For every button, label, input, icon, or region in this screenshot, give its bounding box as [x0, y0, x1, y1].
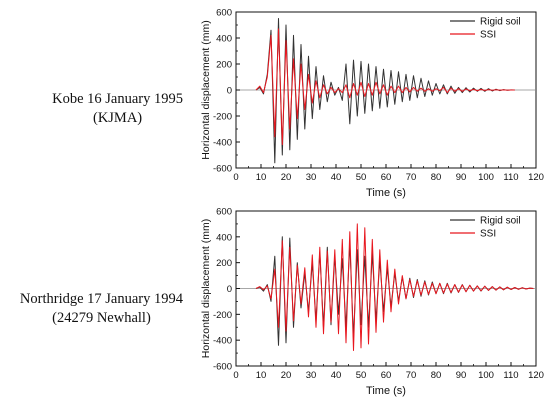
x-tick-label: 90	[456, 370, 467, 381]
y-tick-label: 200	[216, 258, 232, 269]
y-tick-label: -400	[213, 336, 232, 347]
y-tick-label: 400	[216, 232, 232, 243]
y-axis-title: Horizontal displacement (mm)	[200, 219, 212, 358]
chart-panel-1: 0 10 20 30 40 50 60 70 80 90 100 110 120 -600 -400 -200…	[200, 8, 544, 200]
y-tick-label: 600	[216, 207, 232, 218]
legend-label: Rigid soil	[480, 216, 521, 227]
x-tick-label: 50	[356, 370, 367, 381]
legend-label: SSI	[480, 229, 496, 240]
x-tick-label: 120	[528, 172, 544, 183]
x-tick-label: 110	[503, 172, 518, 183]
x-tick-label: 70	[406, 370, 417, 381]
x-tick-label: 60	[381, 172, 392, 183]
row-label-kobe-line1: Kobe 16 January 1995	[52, 91, 183, 107]
x-tick-label: 120	[528, 370, 544, 381]
row-label-northridge-line1: Northridge 17 January 1994	[19, 291, 183, 307]
x-tick-label: 100	[478, 370, 494, 381]
legend-label: Rigid soil	[480, 17, 521, 28]
legend-label: SSI	[480, 30, 496, 41]
y-tick-label: -200	[213, 310, 232, 321]
x-tick-label: 30	[306, 172, 317, 183]
y-tick-label: 0	[227, 284, 232, 295]
series-line-rigid-soil	[255, 236, 534, 346]
x-tick-label: 110	[503, 370, 518, 381]
x-tick-label: 0	[233, 370, 238, 381]
x-tick-label: 100	[478, 172, 494, 183]
x-tick-label: 40	[331, 370, 342, 381]
y-tick-label: 0	[227, 86, 232, 97]
x-tick-label: 40	[331, 172, 342, 183]
x-tick-label: 20	[281, 370, 292, 381]
row-label-northridge-line2: (24279 Newhall)	[52, 310, 151, 326]
series-line-ssi	[255, 28, 515, 146]
y-tick-label: 600	[216, 8, 232, 19]
x-tick-label: 10	[256, 370, 267, 381]
x-tick-label: 0	[233, 172, 238, 183]
y-tick-label: 200	[216, 60, 232, 71]
x-axis-title: Time (s)	[366, 385, 406, 397]
x-tick-label: 70	[406, 172, 417, 183]
y-tick-label: -600	[213, 164, 232, 175]
row-label-northridge: Northridge 17 January 1994 (24279 Newhal…	[20, 290, 183, 328]
row-label-kobe: Kobe 16 January 1995 (KJMA)	[52, 90, 183, 128]
x-tick-label: 10	[256, 172, 267, 183]
y-tick-label: -400	[213, 138, 232, 149]
x-tick-label: 90	[456, 172, 467, 183]
y-tick-label: 400	[216, 34, 232, 45]
x-tick-label: 20	[281, 172, 292, 183]
x-axis-title: Time (s)	[366, 187, 406, 199]
row-label-kobe-line2: (KJMA)	[92, 110, 143, 126]
y-tick-label: -200	[213, 112, 232, 123]
x-tick-label: 50	[356, 172, 367, 183]
y-axis-title: Horizontal displacement (mm)	[200, 20, 212, 159]
x-tick-label: 30	[306, 370, 317, 381]
y-tick-label: -600	[213, 362, 232, 373]
x-tick-label: 80	[431, 370, 442, 381]
chart-panel-2: 0 10 20 30 40 50 60 70 80 90 100 110 120 -600 -400 -200…	[200, 207, 544, 398]
x-tick-label: 80	[431, 172, 442, 183]
series-line-ssi	[255, 223, 534, 351]
x-tick-label: 60	[381, 370, 392, 381]
